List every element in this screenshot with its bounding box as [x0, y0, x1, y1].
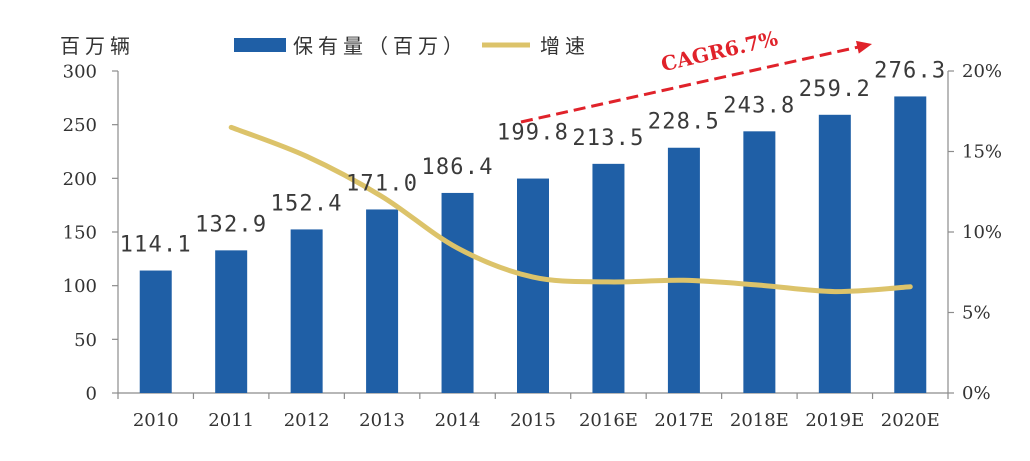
x-axis-tick-labels: 2010 2011 2012 2013 2014 2015 2016E 2017E 2018E 2…: [133, 410, 940, 431]
data-label-2017E: 228.5: [648, 110, 720, 135]
x-tick-label-2018E: 2018E: [730, 410, 789, 431]
y-tick-label-0: 0: [86, 384, 97, 405]
x-tick-label-2014: 2014: [435, 410, 481, 431]
x-tick-label-2017E: 2017E: [654, 410, 713, 431]
y-tick-label-200: 200: [63, 169, 97, 190]
x-tick-label-2012: 2012: [284, 410, 330, 431]
bar-2019E: [818, 114, 851, 394]
data-label-2015: 199.8: [497, 121, 569, 146]
x-tick-label-2019E: 2019E: [805, 410, 864, 431]
bar-2015: [517, 178, 549, 393]
y-tick-label-100: 100: [63, 276, 97, 297]
y-axis-left-tick-labels: 0 50 100 150 200 250 300: [63, 62, 97, 405]
bar-2014: [441, 192, 474, 393]
data-label-2012: 152.4: [271, 191, 343, 216]
bar-2018E: [743, 131, 776, 393]
y2-tick-label-2: 10%: [962, 222, 1002, 243]
legend-label-growth: 增速: [540, 34, 590, 58]
bar-series-stock: [139, 96, 927, 394]
cagr-arrow-head: [856, 40, 872, 54]
y-tick-label-250: 250: [63, 115, 97, 136]
data-label-2014: 186.4: [421, 155, 493, 180]
y-tick-label-50: 50: [74, 330, 97, 351]
bar-2012: [290, 229, 323, 393]
y2-tick-label-1: 5%: [962, 303, 991, 324]
data-label-2019E: 259.2: [799, 77, 871, 102]
line-series-growth: [228, 124, 913, 295]
y2-tick-label-0: 0%: [962, 383, 991, 404]
x-tick-label-2016E: 2016E: [579, 410, 638, 431]
bar-2011: [215, 250, 248, 393]
bar-2017E: [667, 147, 700, 393]
bar-2016E: [592, 163, 625, 393]
y2-tick-label-4: 20%: [962, 61, 1002, 82]
y-axis-unit-label: 百万辆: [60, 34, 135, 58]
x-tick-label-2013: 2013: [359, 410, 405, 431]
x-tick-label-2020E: 2020E: [881, 410, 940, 431]
data-label-2010: 114.1: [120, 233, 192, 258]
bar-2020E: [894, 96, 927, 394]
y-tick-label-300: 300: [63, 62, 97, 83]
cagr-arrow-line: [520, 45, 859, 124]
legend: 保有量（百万） 增速: [234, 34, 590, 58]
y2-tick-label-3: 15%: [962, 142, 1002, 163]
data-label-2018E: 243.8: [723, 93, 795, 118]
bar-2013: [366, 209, 399, 393]
data-label-2016E: 213.5: [572, 126, 644, 151]
x-tick-label-2010: 2010: [133, 410, 179, 431]
y-axis-right-tick-labels: 0% 5% 10% 15% 20%: [962, 61, 1002, 404]
y-tick-label-150: 150: [63, 223, 97, 244]
x-tick-label-2015: 2015: [510, 410, 556, 431]
growth-rate-line: [228, 124, 913, 295]
tick-marks: [112, 70, 954, 399]
legend-swatch-stock: [234, 38, 286, 52]
legend-label-stock: 保有量（百万）: [293, 34, 468, 58]
data-label-2013: 171.0: [346, 171, 418, 196]
data-label-2020E: 276.3: [874, 58, 946, 83]
x-tick-label-2011: 2011: [208, 410, 254, 431]
bar-2010: [139, 270, 172, 393]
data-label-2011: 132.9: [195, 212, 267, 237]
